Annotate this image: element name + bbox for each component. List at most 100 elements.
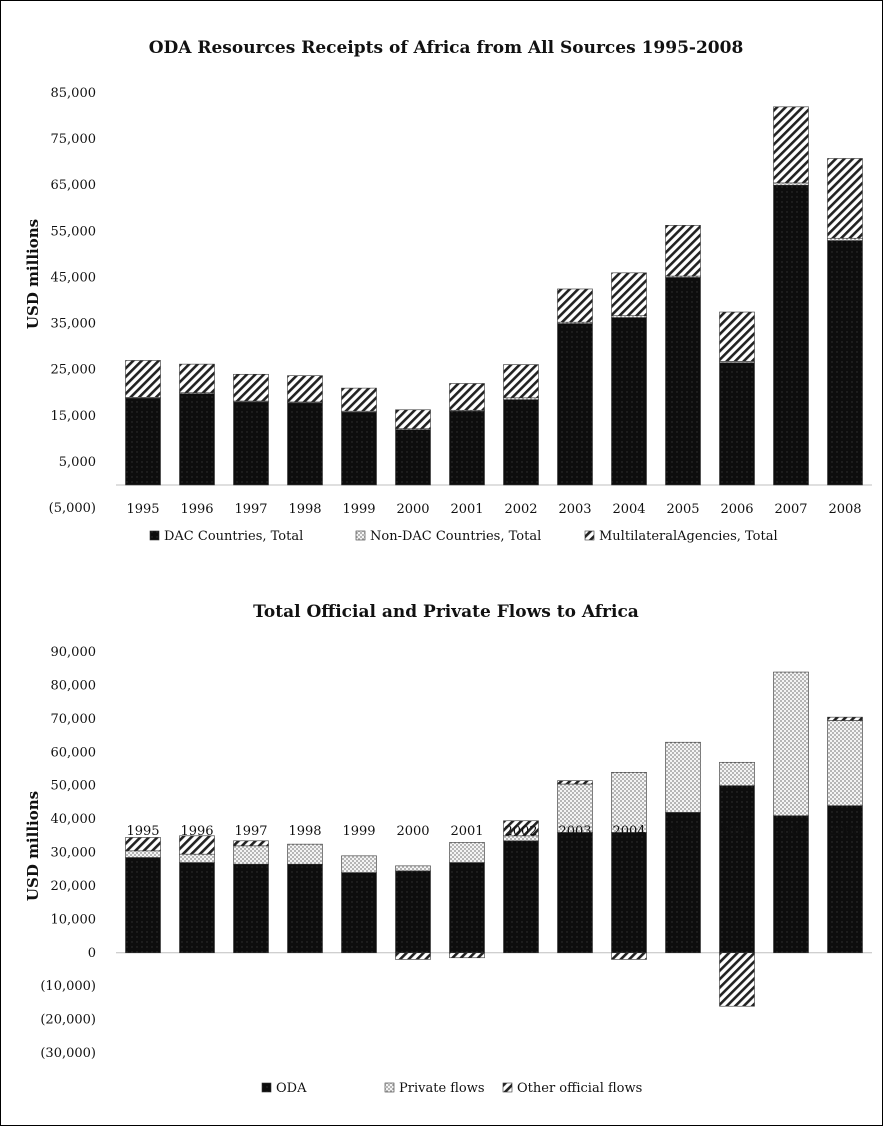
chart1-bar-1998-s2 bbox=[287, 375, 323, 403]
chart1-bar-2007-s1 bbox=[773, 182, 809, 186]
chart2-legend-label: Other official flows bbox=[517, 1081, 642, 1096]
chart2-bar-2000-s0 bbox=[395, 870, 431, 954]
chart1-category-label: 2004 bbox=[612, 502, 645, 517]
chart2-category-label: 2008 bbox=[828, 824, 861, 839]
chart1-category-label: 2002 bbox=[504, 502, 537, 517]
chart2-ytick-label: 10,000 bbox=[51, 912, 97, 927]
chart2-bar-1998-s0 bbox=[287, 863, 323, 954]
chart2-bar-1996-s1 bbox=[179, 853, 215, 863]
chart2-bar-2003-s0 bbox=[557, 832, 593, 954]
chart1-ytick-label: 85,000 bbox=[51, 86, 97, 101]
chart2-category-label: 2005 bbox=[666, 824, 699, 839]
chart2-bar-2004-s0 bbox=[611, 832, 647, 954]
chart1-title: ODA Resources Receipts of Africa from Al… bbox=[149, 38, 744, 58]
chart2-bar-1995-s1 bbox=[125, 850, 161, 858]
chart1-legend-label: MultilateralAgencies, Total bbox=[599, 529, 778, 544]
chart1-bar-2006-s0 bbox=[719, 362, 755, 486]
chart1-bar-2001-s0 bbox=[449, 410, 485, 486]
chart1-ytick-label: 15,000 bbox=[51, 409, 97, 424]
chart2-ytick-label: 90,000 bbox=[51, 645, 97, 660]
chart1-category-label: 2006 bbox=[720, 502, 753, 517]
chart1-legend-swatch bbox=[149, 530, 160, 541]
chart2-legend-swatch bbox=[502, 1082, 513, 1093]
chart2-ytick-label: 80,000 bbox=[51, 678, 97, 693]
chart1-ytick-label: 55,000 bbox=[51, 224, 97, 239]
chart2-bar-2006-s2 bbox=[719, 952, 755, 1007]
chart1-bar-1996-s2 bbox=[179, 363, 215, 394]
chart2-bar-2001-s1 bbox=[449, 842, 485, 863]
chart1-category-label: 2005 bbox=[666, 502, 699, 517]
chart1-bar-1995-s0 bbox=[125, 397, 161, 486]
chart2-bar-2004-s2 bbox=[611, 952, 647, 960]
chart1-bar-2007-s2 bbox=[773, 106, 809, 184]
chart2-bar-2003-s1 bbox=[557, 783, 593, 833]
chart2-category-label: 1995 bbox=[126, 824, 159, 839]
chart1-bar-2008-s2 bbox=[827, 158, 863, 239]
chart2-bar-2000-s2 bbox=[395, 952, 431, 960]
chart2-legend-swatch bbox=[261, 1082, 272, 1093]
chart2-bar-1996-s0 bbox=[179, 862, 215, 954]
chart2-bar-1997-s0 bbox=[233, 863, 269, 954]
chart1-category-label: 1998 bbox=[288, 502, 321, 517]
chart2-bar-2004-s1 bbox=[611, 771, 647, 833]
chart2-bar-2007-s1 bbox=[773, 671, 809, 817]
chart1-bar-1997-s0 bbox=[233, 401, 269, 486]
chart1-bar-1997-s2 bbox=[233, 373, 269, 402]
chart2-legend-label: ODA bbox=[276, 1081, 307, 1096]
chart2-bar-2006-s0 bbox=[719, 785, 755, 954]
chart1-bar-1998-s0 bbox=[287, 402, 323, 486]
chart2-legend-label: Private flows bbox=[399, 1081, 485, 1096]
chart2-ytick-label: (30,000) bbox=[40, 1046, 96, 1061]
chart1-bar-2000-s2 bbox=[395, 409, 431, 429]
chart2-category-label: 2006 bbox=[720, 824, 753, 839]
chart1-legend-swatch bbox=[355, 530, 366, 541]
chart2-bar-2008-s0 bbox=[827, 805, 863, 954]
chart2-bar-1997-s1 bbox=[233, 845, 269, 865]
chart1-category-label: 1995 bbox=[126, 502, 159, 517]
chart2-category-label: 1998 bbox=[288, 824, 321, 839]
chart1-ytick-label: 35,000 bbox=[51, 317, 97, 332]
chart2-bar-2005-s0 bbox=[665, 812, 701, 954]
chart1-bar-2002-s0 bbox=[503, 399, 539, 486]
chart1-bar-2005-s0 bbox=[665, 277, 701, 486]
chart2-bar-2002-s0 bbox=[503, 840, 539, 954]
chart2-title: Total Official and Private Flows to Afri… bbox=[253, 602, 639, 622]
chart2-category-label: 2000 bbox=[396, 824, 429, 839]
chart2-legend-swatch bbox=[384, 1082, 395, 1093]
chart1-bar-2007-s0 bbox=[773, 184, 809, 486]
chart1-bar-2008-s1 bbox=[827, 237, 863, 241]
chart2-bar-1999-s1 bbox=[341, 855, 377, 873]
chart2-bar-2000-s1 bbox=[395, 865, 431, 872]
chart1-bar-1995-s2 bbox=[125, 360, 161, 398]
chart2-bar-2001-s0 bbox=[449, 862, 485, 954]
chart1-bar-2008-s0 bbox=[827, 240, 863, 486]
chart2-ytick-label: (10,000) bbox=[40, 979, 96, 994]
chart2-category-label: 2007 bbox=[774, 824, 807, 839]
chart2-bar-1995-s0 bbox=[125, 857, 161, 954]
chart1-ytick-label: 75,000 bbox=[51, 132, 97, 147]
chart2-ytick-label: 60,000 bbox=[51, 745, 97, 760]
chart2-ytick-label: (20,000) bbox=[40, 1013, 96, 1028]
chart2-plot: (30,000) (20,000) (10,000) 0 10,000 20,000 30,… bbox=[40, 645, 872, 1096]
chart1-ylabel: USD millions bbox=[24, 219, 42, 329]
chart2-bar-2008-s2 bbox=[827, 716, 863, 721]
chart1-bar-1996-s0 bbox=[179, 393, 215, 486]
chart2-bar-2003-s2 bbox=[557, 780, 593, 785]
chart1-legend-label: DAC Countries, Total bbox=[164, 529, 303, 544]
chart2-ytick-label: 50,000 bbox=[51, 779, 97, 794]
chart1-bar-2004-s2 bbox=[611, 272, 647, 317]
chart1-bar-2004-s0 bbox=[611, 317, 647, 486]
chart2-ytick-label: 40,000 bbox=[51, 812, 97, 827]
chart1-ytick-label: 65,000 bbox=[51, 178, 97, 193]
chart1-bar-2002-s2 bbox=[503, 364, 539, 399]
chart2-bar-2005-s1 bbox=[665, 741, 701, 813]
chart2-ytick-label: 30,000 bbox=[51, 846, 97, 861]
chart1-bar-2003-s0 bbox=[557, 323, 593, 486]
chart2-bar-2006-s1 bbox=[719, 761, 755, 786]
chart1-category-label: 1996 bbox=[180, 502, 213, 517]
chart2-bar-1995-s2 bbox=[125, 837, 161, 852]
chart1-category-label: 2001 bbox=[450, 502, 483, 517]
chart1-plot: (5,000) 5,000 15,000 25,000 35,000 45,000 55,0… bbox=[49, 86, 872, 544]
chart2-ytick-label: 70,000 bbox=[51, 712, 97, 727]
